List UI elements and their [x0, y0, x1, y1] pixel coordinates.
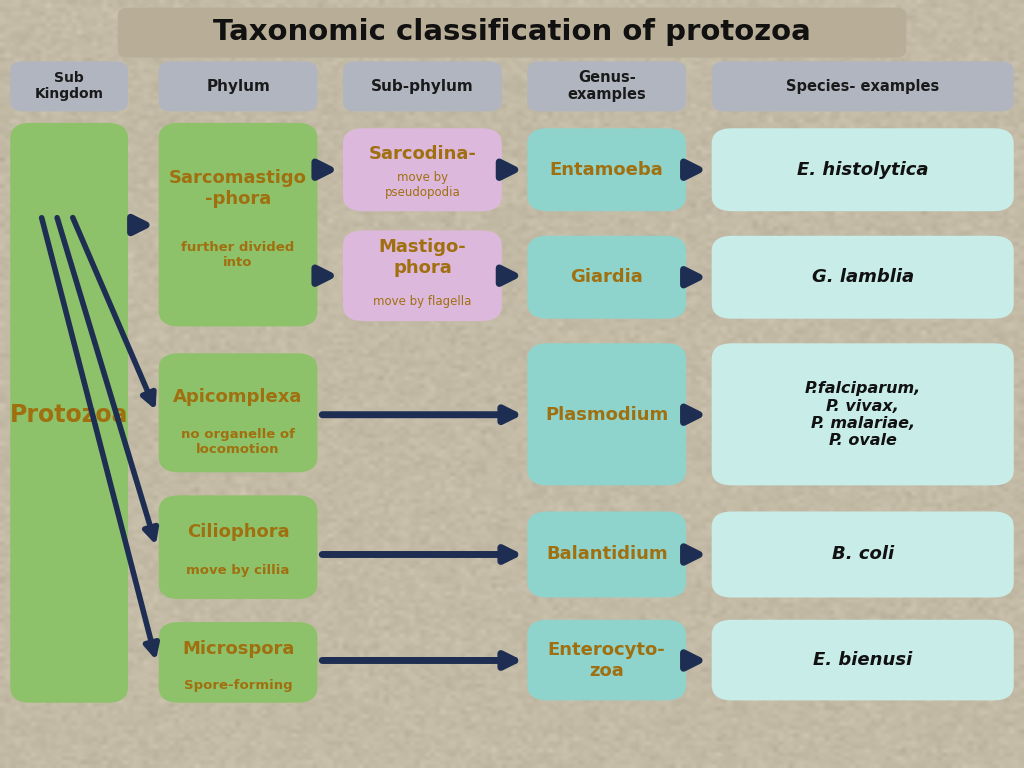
- Text: Spore-forming: Spore-forming: [183, 679, 293, 691]
- FancyBboxPatch shape: [712, 343, 1014, 485]
- FancyBboxPatch shape: [712, 511, 1014, 598]
- Text: Enterocyto-
zoa: Enterocyto- zoa: [548, 641, 666, 680]
- Text: Taxonomic classification of protozoa: Taxonomic classification of protozoa: [213, 18, 811, 46]
- Text: Sarcodina-: Sarcodina-: [369, 144, 476, 163]
- FancyBboxPatch shape: [712, 236, 1014, 319]
- FancyBboxPatch shape: [527, 620, 686, 700]
- FancyBboxPatch shape: [118, 8, 906, 58]
- Text: Balantidium: Balantidium: [546, 545, 668, 564]
- Text: no organelle of
locomotion: no organelle of locomotion: [181, 428, 295, 455]
- Text: Phylum: Phylum: [206, 78, 270, 94]
- FancyBboxPatch shape: [159, 61, 317, 111]
- Text: Species- examples: Species- examples: [786, 78, 939, 94]
- Text: move by cillia: move by cillia: [186, 564, 290, 577]
- FancyBboxPatch shape: [159, 123, 317, 326]
- FancyBboxPatch shape: [712, 61, 1014, 111]
- Text: Plasmodium: Plasmodium: [545, 406, 669, 424]
- Text: B. coli: B. coli: [831, 545, 894, 564]
- Text: further divided
into: further divided into: [181, 241, 295, 269]
- Text: E. bienusi: E. bienusi: [813, 651, 912, 670]
- Text: Entamoeba: Entamoeba: [550, 161, 664, 179]
- FancyBboxPatch shape: [159, 495, 317, 599]
- Text: move by
pseudopodia: move by pseudopodia: [385, 171, 460, 199]
- Text: Giardia: Giardia: [570, 268, 643, 286]
- Text: Ciliophora: Ciliophora: [186, 523, 290, 541]
- FancyBboxPatch shape: [159, 353, 317, 472]
- FancyBboxPatch shape: [343, 230, 502, 321]
- Text: P.falciparum,
P. vivax,
P. malariae,
P. ovale: P.falciparum, P. vivax, P. malariae, P. …: [805, 381, 921, 449]
- FancyBboxPatch shape: [527, 236, 686, 319]
- Text: Mastigo-
phora: Mastigo- phora: [379, 238, 466, 276]
- FancyBboxPatch shape: [527, 511, 686, 598]
- FancyBboxPatch shape: [527, 128, 686, 211]
- Text: Microspora: Microspora: [182, 640, 294, 658]
- Text: G. lamblia: G. lamblia: [812, 268, 913, 286]
- FancyBboxPatch shape: [527, 61, 686, 111]
- FancyBboxPatch shape: [712, 620, 1014, 700]
- Text: Sub
Kingdom: Sub Kingdom: [35, 71, 103, 101]
- Text: Sarcomastigo
-phora: Sarcomastigo -phora: [169, 169, 307, 207]
- Text: move by flagella: move by flagella: [373, 296, 472, 308]
- Text: Sub-phylum: Sub-phylum: [371, 78, 474, 94]
- Text: Apicomplexa: Apicomplexa: [173, 388, 303, 406]
- Text: Genus-
examples: Genus- examples: [567, 70, 646, 102]
- Text: E. histolytica: E. histolytica: [797, 161, 929, 179]
- Text: Protozoa: Protozoa: [10, 402, 128, 427]
- FancyBboxPatch shape: [343, 61, 502, 111]
- FancyBboxPatch shape: [343, 128, 502, 211]
- FancyBboxPatch shape: [159, 622, 317, 703]
- FancyBboxPatch shape: [10, 123, 128, 703]
- FancyBboxPatch shape: [10, 61, 128, 111]
- FancyBboxPatch shape: [712, 128, 1014, 211]
- FancyBboxPatch shape: [527, 343, 686, 485]
